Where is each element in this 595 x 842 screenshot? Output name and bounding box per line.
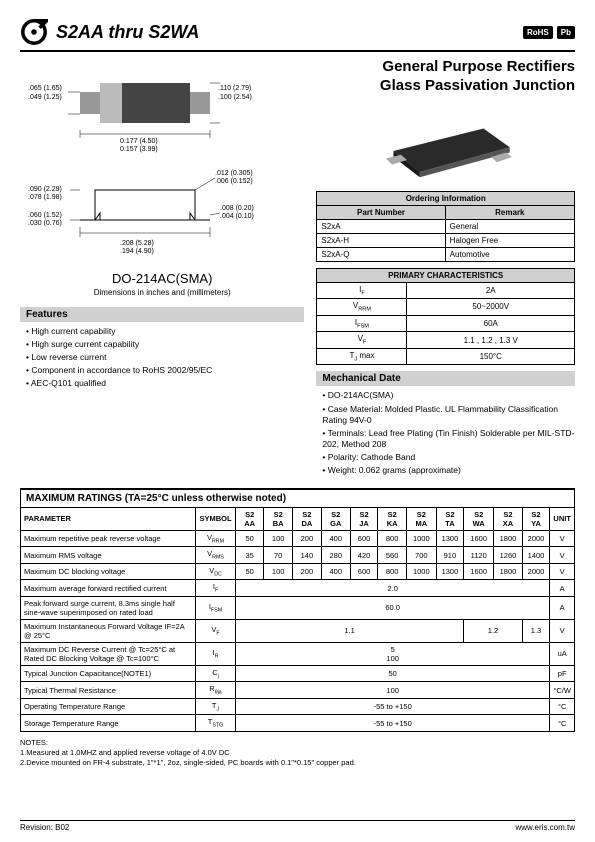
svg-text:.060 (1.52): .060 (1.52) xyxy=(28,212,62,219)
page-header: S2AA thru S2WA RoHS Pb xyxy=(20,18,575,52)
feature-item: Component in accordance to RoHS 2002/95/… xyxy=(26,365,304,376)
svg-text:.008 (0.20): .008 (0.20) xyxy=(220,205,254,212)
package-name: DO-214AC(SMA) xyxy=(20,271,304,286)
svg-text:.006 (0.152): .006 (0.152) xyxy=(215,178,253,185)
table-row: Maximum DC Reverse Current @ Tc=25°C at … xyxy=(21,642,575,665)
max-ratings-title: MAXIMUM RATINGS (TA=25°C unless otherwis… xyxy=(20,488,575,507)
max-ratings-table: PARAMETER SYMBOL S2 AAS2 BAS2 DA S2 GAS2… xyxy=(20,507,575,732)
svg-text:0.157 (3.99): 0.157 (3.99) xyxy=(120,146,158,153)
compliance-badges: RoHS Pb xyxy=(523,26,575,39)
svg-text:.065 (1.65): .065 (1.65) xyxy=(28,85,62,92)
page-footer: Revision: B02 www.eris.com.tw xyxy=(20,820,575,832)
table-row: Typical Thermal ResistanceRθja100°C/W xyxy=(21,682,575,699)
table-row: Maximum repetitive peak reverse voltageV… xyxy=(21,530,575,547)
mechanical-item: Terminals: Lead free Plating (Tin Finish… xyxy=(322,428,575,450)
primary-characteristics-table: PRIMARY CHARACTERISTICS IF2A VRRM50~2000… xyxy=(316,268,575,366)
revision-label: Revision: B02 xyxy=(20,823,69,832)
mechanical-item: DO-214AC(SMA) xyxy=(322,390,575,401)
table-row: Typical Junction Capacitance(NOTE1)Cj50p… xyxy=(21,665,575,682)
svg-text:.208 (5.28): .208 (5.28) xyxy=(120,240,154,247)
features-heading: Features xyxy=(20,307,304,322)
ordering-table: Ordering Information Part Number Remark … xyxy=(316,191,575,262)
table-row: Operating Temperature RangeTJ-55 to +150… xyxy=(21,698,575,715)
mechanical-item: Polarity: Cathode Band xyxy=(322,452,575,463)
company-logo-icon xyxy=(20,18,48,46)
part-series-title: S2AA thru S2WA xyxy=(56,22,523,43)
rohs-badge: RoHS xyxy=(523,26,553,39)
product-subtitle: General Purpose Rectifiers Glass Passiva… xyxy=(316,58,575,96)
svg-text:.030 (0.76): .030 (0.76) xyxy=(28,220,62,227)
features-list: High current capability High surge curre… xyxy=(20,326,304,389)
svg-text:.110 (2.79): .110 (2.79) xyxy=(218,85,251,92)
feature-item: High current capability xyxy=(26,326,304,337)
primary-title: PRIMARY CHARACTERISTICS xyxy=(317,268,575,282)
svg-text:.004 (0.10): .004 (0.10) xyxy=(220,213,254,220)
note-item: 2.Device mounted on FR-4 substrate, 1"*1… xyxy=(20,758,575,767)
table-row: Maximum DC blocking voltageVDC5010020040… xyxy=(21,563,575,580)
svg-text:.049 (1.25): .049 (1.25) xyxy=(28,94,62,101)
svg-text:0.177 (4.50): 0.177 (4.50) xyxy=(120,138,158,145)
feature-item: AEC-Q101 qualified xyxy=(26,378,304,389)
mechanical-item: Case Material: Molded Plastic. UL Flamma… xyxy=(322,404,575,426)
svg-text:.100 (2.54): .100 (2.54) xyxy=(218,94,252,101)
note-item: 1.Measured at 1.0MHZ and applied reverse… xyxy=(20,748,575,757)
website-label: www.eris.com.tw xyxy=(515,823,575,832)
table-row: Storage Temperature RangeTSTG-55 to +150… xyxy=(21,715,575,732)
mechanical-item: Weight: 0.062 grams (approximate) xyxy=(322,465,575,476)
max-ratings-head: PARAMETER SYMBOL S2 AAS2 BAS2 DA S2 GAS2… xyxy=(21,507,575,530)
table-row: Maximum RMS voltageVRMS35701402804205607… xyxy=(21,547,575,564)
table-row: Maximum average forward rectified curren… xyxy=(21,580,575,597)
package-drawing-side: .012 (0.305) .006 (0.152) .090 (2.29) .0… xyxy=(20,155,280,265)
feature-item: High surge current capability xyxy=(26,339,304,350)
feature-item: Low reverse current xyxy=(26,352,304,363)
ordering-title: Ordering Information xyxy=(317,191,575,205)
svg-text:.090 (2.29): .090 (2.29) xyxy=(28,186,62,193)
mechanical-heading: Mechanical Date xyxy=(316,371,575,386)
svg-text:.194 (4.90): .194 (4.90) xyxy=(120,248,154,255)
package-dims-note: Dimensions in inches and (millimeters) xyxy=(20,288,304,297)
table-row: Maximum Instantaneous Forward Voltage IF… xyxy=(21,619,575,642)
mechanical-list: DO-214AC(SMA) Case Material: Molded Plas… xyxy=(316,390,575,475)
package-drawing-top: .065 (1.65) .049 (1.25) .110 (2.79) .100… xyxy=(20,58,280,153)
notes-section: NOTES: 1.Measured at 1.0MHZ and applied … xyxy=(20,738,575,767)
svg-text:.012 (0.305): .012 (0.305) xyxy=(215,170,253,177)
svg-text:.078 (1.98): .078 (1.98) xyxy=(28,194,62,201)
notes-title: NOTES: xyxy=(20,738,575,747)
table-row: Peak forward surge current, 8.3ms single… xyxy=(21,596,575,619)
package-render-icon xyxy=(371,106,521,181)
pb-badge: Pb xyxy=(557,26,575,39)
